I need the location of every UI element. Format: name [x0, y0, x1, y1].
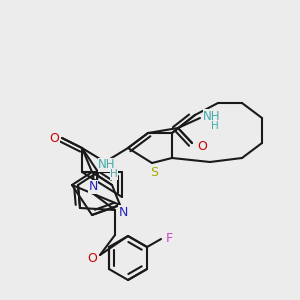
Text: NH: NH: [203, 110, 221, 122]
Text: H: H: [211, 121, 219, 131]
Text: N: N: [88, 181, 98, 194]
Text: H: H: [110, 169, 118, 179]
Text: S: S: [150, 167, 158, 179]
Text: NH: NH: [98, 158, 116, 172]
Text: N: N: [118, 206, 128, 218]
Text: O: O: [197, 140, 207, 154]
Text: O: O: [87, 251, 97, 265]
Text: O: O: [49, 131, 59, 145]
Text: F: F: [166, 232, 172, 245]
